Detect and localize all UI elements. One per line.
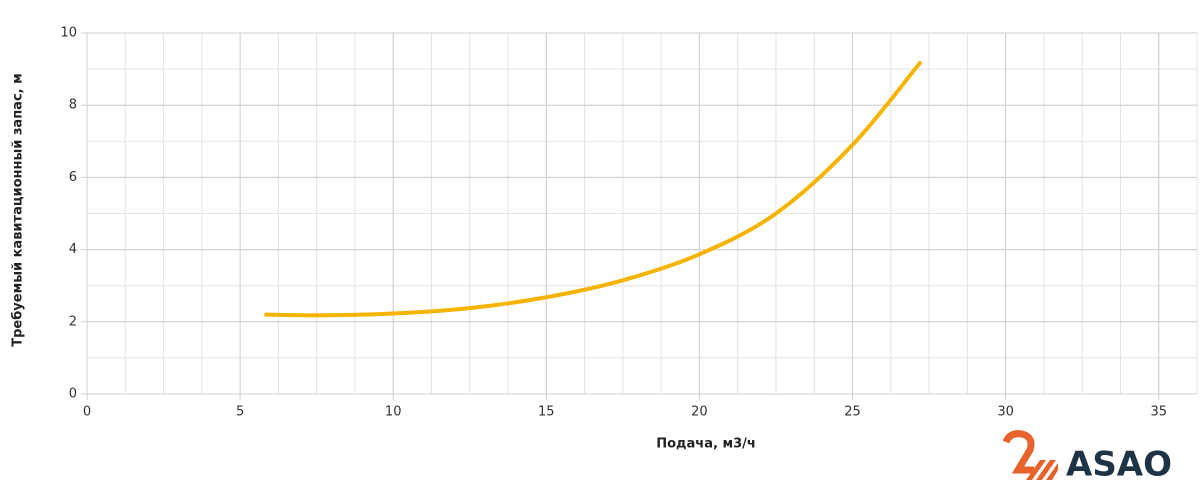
y-tick-label: 6 bbox=[69, 170, 77, 185]
y-tick-label: 10 bbox=[60, 26, 77, 41]
x-tick-label: 30 bbox=[997, 405, 1014, 420]
logo-stripes bbox=[1026, 460, 1058, 480]
x-axis-title: Подача, м3/ч bbox=[656, 437, 756, 452]
logo-mark bbox=[1002, 430, 1035, 474]
x-tick-label: 15 bbox=[538, 405, 555, 420]
x-tick-label: 5 bbox=[236, 405, 244, 420]
series-line bbox=[264, 60, 922, 318]
x-tick-label: 20 bbox=[691, 405, 708, 420]
y-tick-label: 2 bbox=[69, 314, 77, 329]
logo-text: ASAO bbox=[1066, 445, 1172, 482]
x-tick-label: 35 bbox=[1150, 405, 1167, 420]
y-axis-title: Требуемый кавитационный запас, м bbox=[11, 73, 26, 347]
x-tick-label: 0 bbox=[83, 405, 91, 420]
y-tick-label: 8 bbox=[69, 98, 77, 113]
y-tick-label: 4 bbox=[69, 242, 77, 257]
x-tick-label: 25 bbox=[844, 405, 861, 420]
y-tick-label: 0 bbox=[69, 387, 77, 402]
logo: ASAO bbox=[1002, 430, 1172, 482]
x-tick-label: 10 bbox=[385, 405, 402, 420]
